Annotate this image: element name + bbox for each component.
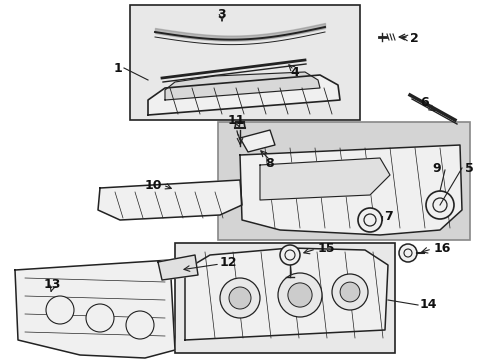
Text: 15: 15 — [317, 242, 335, 255]
Text: 14: 14 — [419, 298, 437, 311]
Polygon shape — [148, 75, 339, 115]
Circle shape — [331, 274, 367, 310]
Circle shape — [340, 282, 359, 302]
Text: 3: 3 — [217, 8, 226, 21]
Polygon shape — [240, 130, 274, 152]
Circle shape — [228, 287, 250, 309]
Bar — [130, 5, 359, 120]
Text: 16: 16 — [433, 242, 450, 255]
Text: 5: 5 — [464, 162, 473, 175]
Circle shape — [86, 304, 114, 332]
Circle shape — [425, 191, 453, 219]
Circle shape — [126, 311, 154, 339]
Polygon shape — [98, 180, 242, 220]
Text: 11: 11 — [227, 113, 244, 126]
Polygon shape — [15, 260, 175, 358]
Text: 12: 12 — [219, 256, 236, 269]
Circle shape — [398, 244, 416, 262]
Text: 7: 7 — [383, 210, 392, 222]
Bar — [218, 122, 469, 240]
Text: 9: 9 — [431, 162, 440, 175]
Polygon shape — [164, 72, 319, 100]
Text: 6: 6 — [419, 95, 428, 108]
Circle shape — [46, 296, 74, 324]
Text: 1: 1 — [113, 62, 122, 75]
Circle shape — [357, 208, 381, 232]
Text: 8: 8 — [265, 157, 274, 170]
Circle shape — [220, 278, 260, 318]
Polygon shape — [260, 158, 389, 200]
Text: 10: 10 — [144, 179, 162, 192]
Circle shape — [278, 273, 321, 317]
Text: 4: 4 — [290, 66, 299, 78]
Polygon shape — [184, 248, 387, 340]
Bar — [175, 243, 394, 353]
Circle shape — [280, 245, 299, 265]
Text: 2: 2 — [409, 32, 418, 45]
Text: 13: 13 — [43, 279, 61, 292]
Polygon shape — [158, 255, 198, 280]
Circle shape — [287, 283, 311, 307]
Polygon shape — [240, 145, 461, 235]
